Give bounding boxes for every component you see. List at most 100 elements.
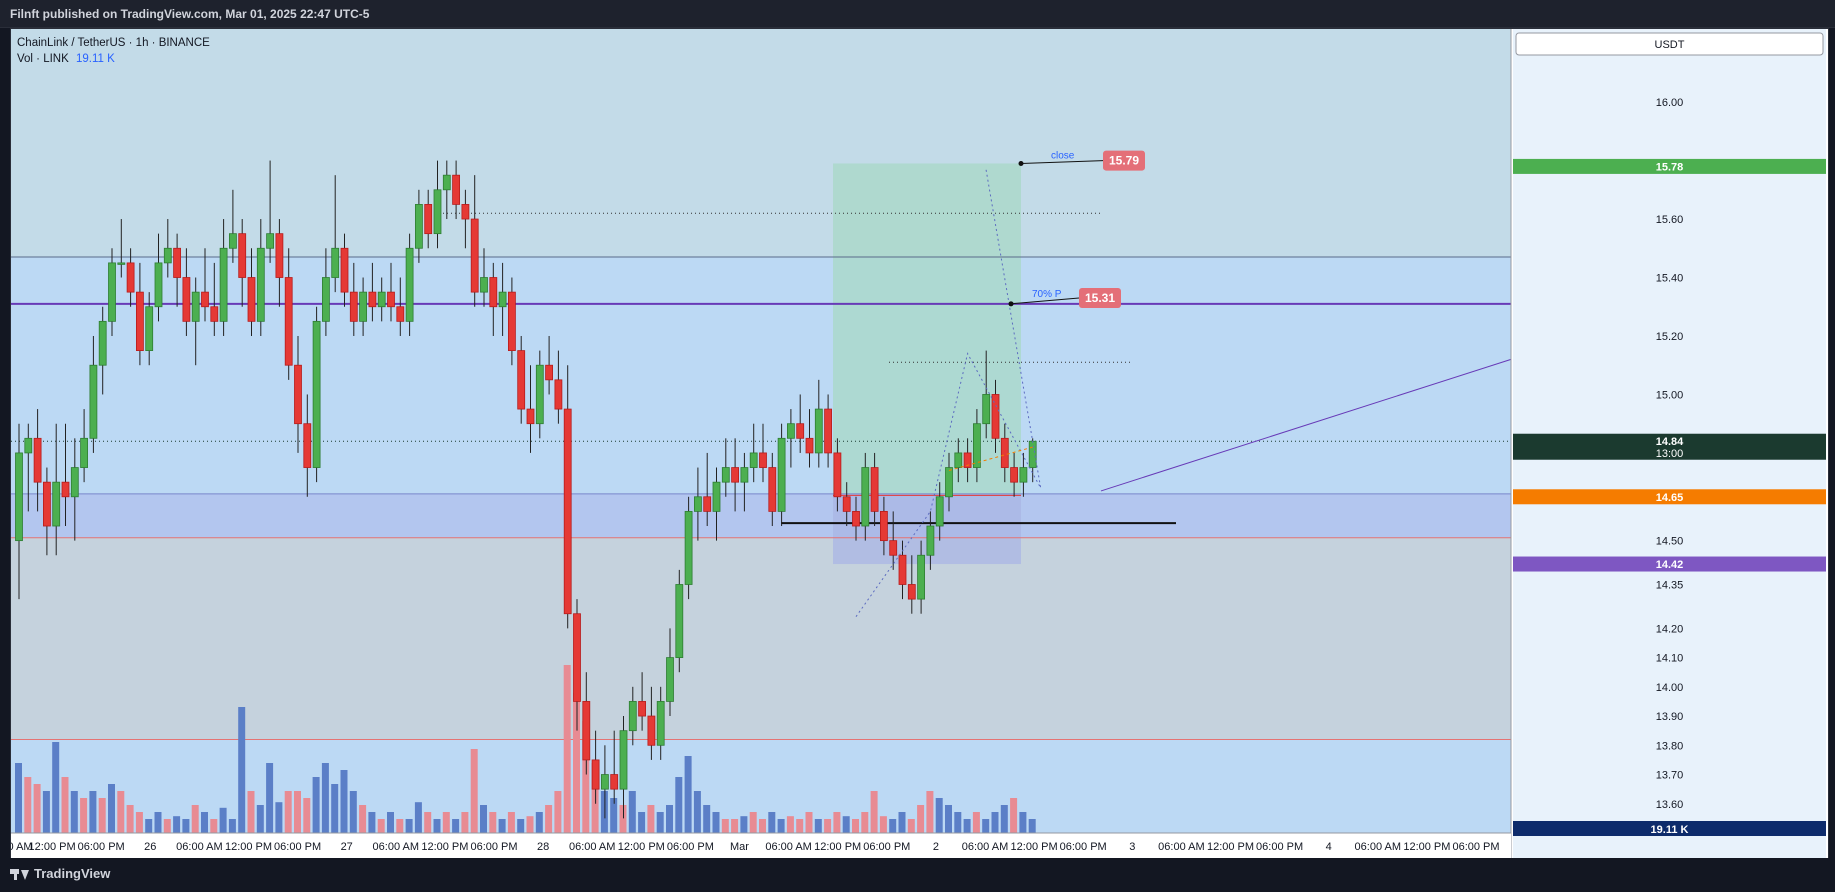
volume-bar [154,812,162,833]
candle-body [628,701,637,732]
volume-bar [749,812,757,833]
candle-body [768,467,777,512]
volume-bar [470,749,478,833]
candle-body [219,247,228,322]
candle-body [43,481,51,527]
candle-body [238,233,247,278]
seventy-badge [1079,287,1121,308]
candle-body [907,584,916,600]
volume-bar [24,777,32,833]
volume-bar [442,812,450,833]
candle-body [749,452,758,468]
symbol-label: ChainLink / TetherUS · 1h · BINANCE [17,37,210,49]
time-tick: 00 AM [11,841,33,853]
time-tick: Mar [730,841,749,853]
candle-body [833,452,842,498]
candle-body [777,437,786,512]
candle-body [814,408,823,454]
volume-bar [33,784,41,833]
price-tick: 16.00 [1656,97,1684,109]
volume-axis-label-bg [1513,821,1826,836]
volume-bar [238,707,246,833]
time-tick: 26 [144,841,156,853]
candle-body [359,291,368,322]
volume-bar [889,819,897,833]
price-tick: 15.00 [1656,389,1684,401]
volume-bar [117,791,125,833]
volume-bar [526,816,534,833]
candle-body [89,364,98,439]
volume-bar [638,812,646,833]
demand-zone [11,493,1511,538]
volume-bar [870,791,878,833]
candle-body [656,701,665,746]
time-tick: 06:00 AM [962,841,1008,853]
candle-body [1019,467,1028,483]
volume-bar [852,819,859,833]
candle-body [824,408,832,454]
volume-bar [256,805,264,833]
target-axis-label-bg [1513,158,1826,174]
time-tick: 12:00 PM [1403,841,1450,853]
volume-bar [52,742,60,833]
candle-body [842,496,851,512]
volume-bar [70,791,78,833]
candle-body [554,379,563,410]
current-price-label-bg [1513,433,1826,460]
volume-bar [824,819,832,833]
candle-body [954,452,963,468]
volume-bar [926,791,934,833]
volume-bar [731,819,739,833]
time-tick: 06:00 PM [667,841,714,853]
volume-bar [210,819,218,833]
time-tick: 06:00 PM [274,841,321,853]
candle-body [321,277,330,322]
tradingview-logo[interactable]: TradingView [10,866,110,881]
candle-body [721,467,730,483]
volume-bar [480,805,487,833]
volume-bar [917,805,925,833]
candle-body [861,467,870,527]
candle-body [982,394,991,425]
candle-body [517,350,526,410]
candle-body [433,189,442,235]
time-tick: 06:00 PM [1256,841,1303,853]
volume-bar [266,763,274,833]
current-price-label: 14.84 [1656,436,1684,448]
volume-bar [163,819,171,833]
candle-body [312,320,321,468]
candle-body [796,423,805,439]
tradingview-brand: TradingView [34,866,111,881]
volume-bar [805,812,813,833]
projection-path [855,169,1042,617]
volume-bar [191,805,199,833]
time-tick: 12:00 PM [225,841,272,853]
volume-bar [61,777,69,833]
volume-bar [349,791,357,833]
volume-legend: Vol · LINK 19.11 K [17,51,210,67]
candle-body [703,496,712,512]
price-chart[interactable]: close 15.79 70% P 15.31 16.00 15.60 15.40 15.20… [11,29,1828,859]
candle-body [470,218,479,293]
time-tick: 06:00 AM [1158,841,1204,853]
candle-body [731,467,739,483]
profit-zone [833,163,1021,494]
time-tick: 12:00 PM [1011,841,1058,853]
candle-body [526,408,535,425]
candle-body [24,437,33,454]
time-tick: 06:00 PM [78,841,125,853]
candle-body [70,467,79,498]
chart-frame[interactable]: close 15.79 70% P 15.31 16.00 15.60 15.40 15.20… [10,28,1829,860]
candle-body [712,481,721,512]
currency-button [1515,32,1824,56]
volume-bar [684,756,692,833]
candle-body [945,467,953,498]
volume-bar [108,784,115,833]
candle-body [387,291,395,308]
volume-value: 19.11 K [75,53,115,65]
close-leader [1020,160,1104,164]
volume-bar [377,819,385,833]
price-tick: 14.10 [1656,653,1684,665]
price-tick: 14.00 [1656,682,1684,694]
volume-bar [1000,805,1008,833]
